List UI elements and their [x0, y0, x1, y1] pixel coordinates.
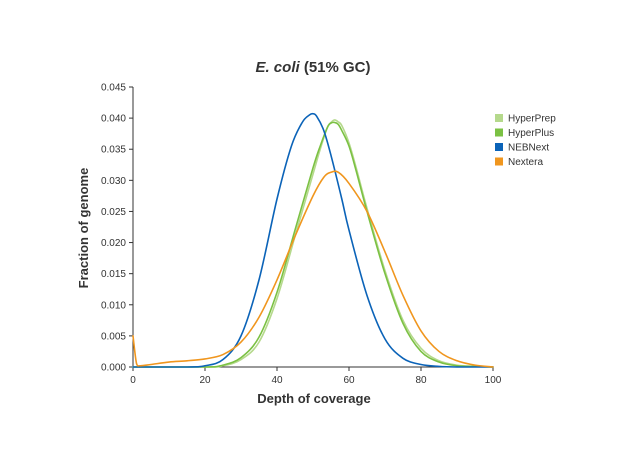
- x-axis-ticks: 0 20 40 60 80 100: [130, 367, 502, 386]
- y-tick-label: 0.010: [101, 300, 126, 311]
- x-tick-label: 20: [199, 375, 211, 386]
- y-tick-label: 0.020: [101, 238, 126, 249]
- x-tick-label: 100: [485, 375, 502, 386]
- legend-label-nextera: Nextera: [508, 157, 543, 168]
- series-line-hyperplus: [132, 121, 494, 368]
- y-tick-label: 0.005: [101, 331, 126, 342]
- legend-label-hyperplus: HyperPlus: [508, 128, 554, 139]
- series-line-hyperprep: [132, 119, 494, 368]
- y-tick-label: 0.040: [101, 114, 126, 125]
- chart-title-italic: E. coli: [255, 59, 300, 76]
- x-tick-label: 40: [271, 375, 283, 386]
- x-tick-label: 60: [343, 375, 355, 386]
- legend-swatch-hyperprep: [495, 114, 503, 122]
- chart-title: E. coli (51% GC): [255, 59, 370, 76]
- legend-label-hyperprep: HyperPrep: [508, 114, 556, 125]
- y-tick-label: 0.000: [101, 363, 126, 374]
- y-tick-label: 0.015: [101, 269, 126, 280]
- series-lines: [132, 112, 494, 368]
- y-tick-label: 0.035: [101, 145, 126, 156]
- legend-swatch-hyperplus: [495, 128, 503, 137]
- series-line-nebnext: [132, 112, 494, 368]
- x-tick-label: 0: [130, 375, 136, 386]
- x-tick-label: 80: [415, 375, 427, 386]
- y-axis-title: Fraction of genome: [76, 168, 91, 289]
- y-tick-label: 0.045: [101, 83, 126, 94]
- legend-label-nebnext: NEBNext: [508, 143, 549, 154]
- legend-swatch-nextera: [495, 157, 503, 166]
- series-line-nextera: [132, 170, 494, 368]
- chart-title-suffix: (51% GC): [300, 59, 371, 76]
- y-tick-label: 0.030: [101, 176, 126, 187]
- y-tick-label: 0.025: [101, 207, 126, 218]
- y-axis-ticks: 0.000 0.005 0.010 0.015 0.020 0.025 0.030 0.035…: [101, 83, 133, 374]
- x-axis-title: Depth of coverage: [257, 391, 370, 406]
- legend-swatch-nebnext: [495, 143, 503, 151]
- legend: HyperPrep HyperPlus NEBNext Nextera: [495, 114, 556, 168]
